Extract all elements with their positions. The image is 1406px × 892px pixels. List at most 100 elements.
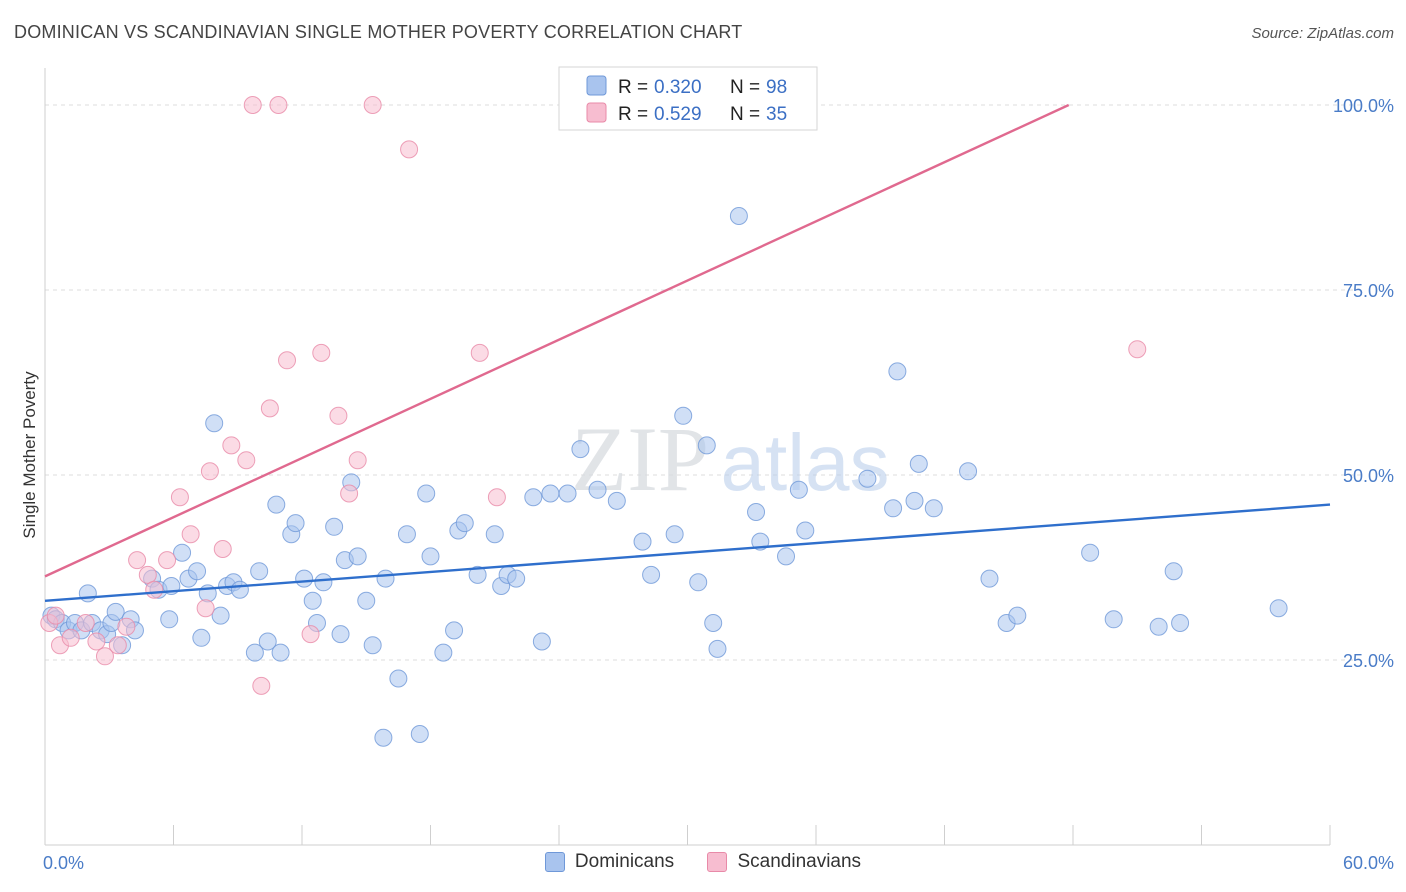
scandinavian-point xyxy=(95,647,114,666)
scandinavian-point xyxy=(348,451,367,470)
y-tick-label: 50.0% xyxy=(1343,466,1394,486)
dominican-point xyxy=(78,584,97,603)
dominican-point xyxy=(884,499,903,518)
scandinavian-point xyxy=(108,636,127,655)
dominican-point xyxy=(571,440,590,459)
tick-labels: 25.0% 50.0% 75.0% 100.0% 0.0% 60.0% xyxy=(43,96,1394,873)
legend-r-label-1: R = xyxy=(618,77,648,98)
scandinavian-trend-line xyxy=(44,103,1070,578)
legend-item-scandinavians[interactable]: Scandinavians xyxy=(707,851,861,873)
dominican-point xyxy=(789,480,808,499)
dominican-point xyxy=(1008,606,1027,625)
dominican-point xyxy=(421,547,440,566)
dominican-point xyxy=(532,632,551,651)
dominican-point xyxy=(888,362,907,381)
dominican-point xyxy=(1081,543,1100,562)
dominican-point xyxy=(524,488,543,507)
dominican-point xyxy=(445,621,464,640)
axes xyxy=(44,68,1331,846)
scandinavian-point xyxy=(128,551,147,570)
dominican-point xyxy=(314,573,333,592)
legend-r-label-2: R = xyxy=(618,104,648,125)
scandinavian-point xyxy=(170,488,189,507)
dominican-point xyxy=(376,569,395,588)
legend-n-label-2: N = xyxy=(730,104,760,125)
dominican-point xyxy=(455,514,474,533)
scandinavian-point xyxy=(76,614,95,632)
dominican-point xyxy=(434,643,453,662)
scandinavian-point xyxy=(117,617,136,636)
legend-label-dominicans: Dominicans xyxy=(574,851,675,872)
dominican-point xyxy=(468,565,487,584)
dominican-point xyxy=(588,480,607,499)
scandinavian-point xyxy=(260,399,279,418)
dominican-point xyxy=(230,580,249,599)
scandinavian-point xyxy=(329,406,348,425)
legend-r-value-1: 0.320 xyxy=(654,77,702,98)
scandinavian-point xyxy=(222,436,241,455)
dominican-point xyxy=(905,491,924,510)
source-label: Source: ZipAtlas.com xyxy=(1251,25,1394,42)
dominican-point xyxy=(357,591,376,610)
scandinavian-point xyxy=(269,96,288,114)
dominican-point xyxy=(106,602,125,621)
dominican-point xyxy=(697,436,716,455)
bottom-legend: Dominicans Scandinavians xyxy=(0,851,1406,878)
dominican-point xyxy=(286,514,305,533)
dominican-point xyxy=(374,728,393,747)
y-tick-label: 75.0% xyxy=(1343,281,1394,301)
scandinavian-point xyxy=(46,606,65,625)
dominican-point xyxy=(348,547,367,566)
dominican-point xyxy=(665,525,684,544)
legend-item-dominicans[interactable]: Dominicans xyxy=(544,851,675,873)
dominican-point xyxy=(258,632,277,651)
scandinavian-point xyxy=(312,343,331,362)
legend-swatch-icon xyxy=(544,852,565,872)
dominican-point xyxy=(924,499,943,518)
legend-swatch-icon xyxy=(707,852,728,872)
scandinavian-point xyxy=(487,488,506,507)
scandinavian-point xyxy=(243,96,262,114)
dominican-point xyxy=(303,591,322,610)
legend-label-scandinavians: Scandinavians xyxy=(737,851,862,872)
dominican-point xyxy=(331,625,350,644)
x-tick-label-max: 60.0% xyxy=(1343,853,1394,873)
scandinavian-point xyxy=(252,676,271,695)
dominican-point xyxy=(689,573,708,592)
dominican-point xyxy=(633,532,652,551)
scandinavian-point xyxy=(400,140,419,159)
correlation-legend: R = 0.320 N = 98 R = 0.529 N = 35 xyxy=(558,66,818,131)
dominican-trend-line xyxy=(44,503,1331,602)
dominican-point xyxy=(363,636,382,655)
dominican-point xyxy=(267,495,286,514)
scandinavian-point xyxy=(181,525,200,544)
dominican-point xyxy=(607,491,626,510)
dominican-point xyxy=(674,406,693,425)
scandinavian-point xyxy=(213,540,232,558)
dominican-point xyxy=(389,669,408,688)
dominican-point xyxy=(410,725,429,743)
dominican-point xyxy=(1269,599,1288,618)
legend-swatch-dominicans xyxy=(586,75,607,96)
dominican-point xyxy=(642,565,661,584)
dominican-point xyxy=(417,484,436,503)
dominican-point xyxy=(245,643,264,662)
legend-n-value-2: 35 xyxy=(766,104,787,125)
dominican-point xyxy=(858,469,877,488)
dominican-point xyxy=(1104,610,1123,629)
scandinavian-point xyxy=(278,351,297,370)
scandinavian-point xyxy=(145,580,164,599)
dominican-point xyxy=(205,414,224,433)
dominican-point xyxy=(271,643,290,662)
dominican-point xyxy=(173,543,192,562)
watermark: ZIP atlas xyxy=(571,408,889,510)
scandinavian-point xyxy=(158,551,177,570)
scandinavian-point xyxy=(363,96,382,114)
chart-title: DOMINICAN VS SCANDINAVIAN SINGLE MOTHER … xyxy=(14,22,743,42)
legend-n-value-1: 98 xyxy=(766,77,787,98)
dominican-point xyxy=(485,525,504,544)
scandinavian-point xyxy=(196,599,215,618)
dominican-point xyxy=(980,569,999,588)
data-points xyxy=(40,96,1288,747)
